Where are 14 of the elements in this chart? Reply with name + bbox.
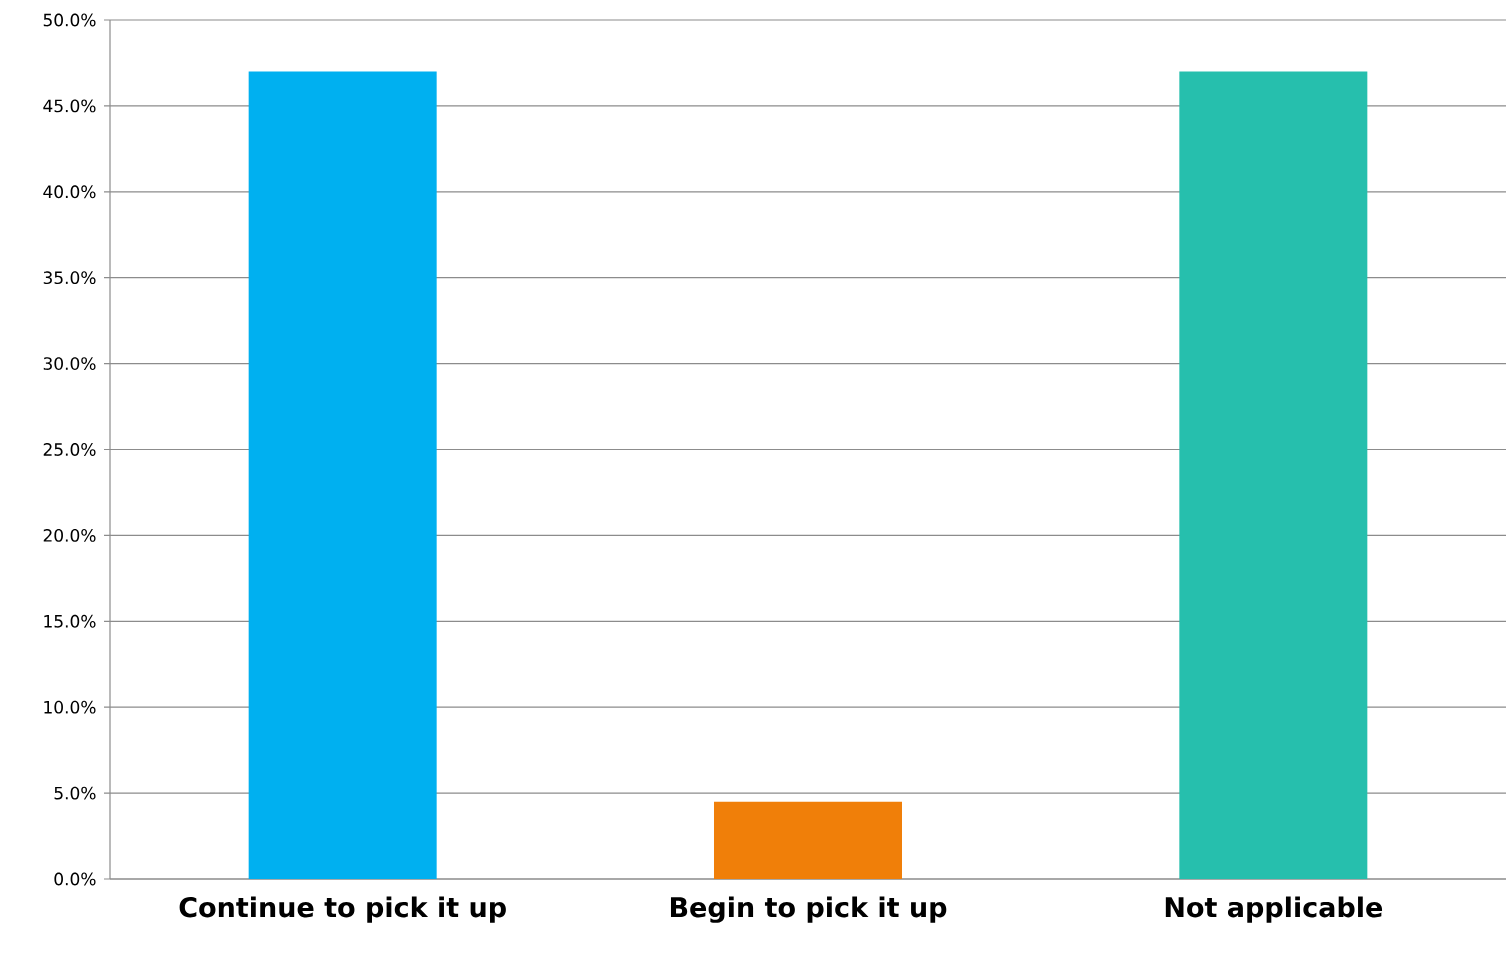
y-tick-label: 5.0% <box>54 786 96 800</box>
y-tick-label: 45.0% <box>43 99 96 113</box>
y-tick-label: 30.0% <box>43 357 96 371</box>
y-tick-label: 0.0% <box>54 872 96 886</box>
y-tick-label: 20.0% <box>43 528 96 542</box>
x-tick-label: Continue to pick it up <box>179 896 506 923</box>
x-tick-label: Begin to pick it up <box>670 896 947 923</box>
y-tick-label: 10.0% <box>44 700 96 714</box>
x-tick-label: Not applicable <box>1165 896 1383 923</box>
y-tick-label: 25.0% <box>43 443 96 456</box>
y-tick-label: 15.0% <box>44 614 96 628</box>
y-tick-label: 35.0% <box>43 271 96 285</box>
y-tick-label: 50.0% <box>43 13 96 27</box>
y-tick-label: 40.0% <box>43 185 96 199</box>
